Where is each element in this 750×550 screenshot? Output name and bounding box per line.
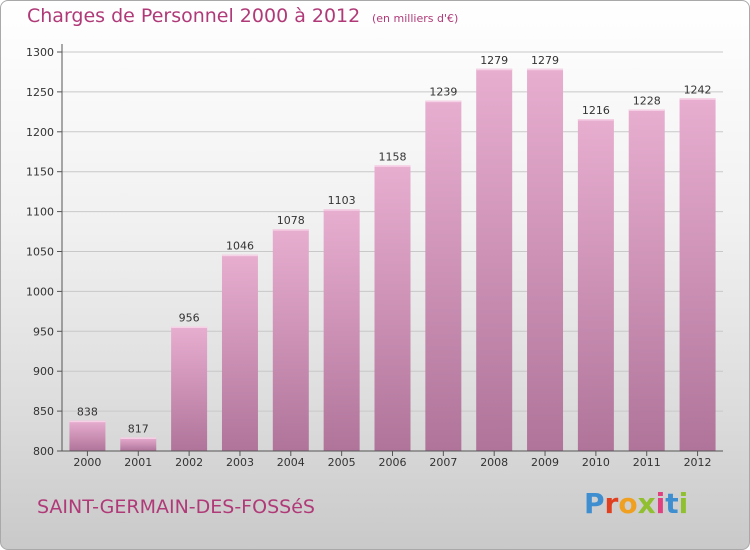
x-tick-label: 2000 — [73, 456, 101, 469]
bar-top-highlight — [272, 229, 309, 231]
bar-top-highlight — [577, 119, 614, 121]
x-tick-label: 2006 — [379, 456, 407, 469]
logo-letter: t — [665, 487, 679, 520]
y-tick-label: 1250 — [26, 86, 54, 99]
logo-letter: r — [604, 487, 619, 520]
x-tick-label: 2007 — [429, 456, 457, 469]
y-tick-label: 900 — [33, 365, 54, 378]
bar-2007 — [425, 100, 462, 451]
x-tick-label: 2012 — [684, 456, 712, 469]
chart-title: Charges de Personnel 2000 à 2012 — [27, 5, 361, 27]
y-tick-label: 850 — [33, 405, 54, 418]
chart-subtitle: (en milliers d'€) — [372, 12, 459, 25]
axes — [57, 44, 723, 456]
x-tick-label: 2009 — [531, 456, 559, 469]
y-tick-label: 1100 — [26, 206, 54, 219]
logo-letter: P — [584, 487, 605, 520]
bar-2006 — [374, 165, 411, 452]
commune-name: SAINT-GERMAIN-DES-FOSSéS — [37, 496, 315, 518]
value-label: 1103 — [328, 194, 356, 207]
y-tick-label: 800 — [33, 445, 54, 458]
proxiti-logo: Proxiti — [584, 487, 688, 520]
logo-letter: o — [618, 487, 638, 520]
bar-2003 — [221, 254, 258, 451]
value-label: 1216 — [582, 104, 610, 117]
x-tick-label: 2004 — [277, 456, 305, 469]
bar-2010 — [577, 119, 614, 452]
value-label: 1158 — [379, 150, 407, 163]
bar-top-highlight — [628, 109, 665, 111]
y-tick-label: 1000 — [26, 285, 54, 298]
x-tick-label: 2005 — [328, 456, 356, 469]
value-label: 817 — [128, 422, 149, 435]
bar-2001 — [120, 437, 157, 451]
bars — [69, 68, 716, 452]
value-label: 956 — [179, 312, 200, 325]
value-label: 1228 — [633, 94, 661, 107]
bar-top-highlight — [221, 254, 258, 257]
bar-top-highlight — [323, 209, 360, 211]
x-tick-label: 2003 — [226, 456, 254, 469]
value-label: 1279 — [531, 54, 559, 67]
bar-2002 — [171, 326, 208, 451]
bar-2000 — [69, 420, 106, 451]
bar-2008 — [476, 68, 513, 452]
bar-2005 — [323, 209, 360, 451]
value-label: 1279 — [480, 54, 508, 67]
bar-top-highlight — [527, 68, 564, 71]
bar-2009 — [527, 68, 564, 452]
bar-top-highlight — [374, 165, 411, 167]
labels: 800 850 900 950 1000 1050 1100 1150 1200 1250 1300… — [26, 46, 712, 469]
y-tick-label: 1050 — [26, 246, 54, 259]
value-label: 1046 — [226, 240, 254, 253]
x-tick-label: 2011 — [633, 456, 661, 469]
y-tick-label: 1200 — [26, 126, 54, 139]
x-tick-label: 2001 — [124, 456, 152, 469]
x-tick-label: 2010 — [582, 456, 610, 469]
value-label: 1242 — [684, 83, 712, 96]
bar-top-highlight — [69, 420, 106, 423]
y-tick-label: 1300 — [26, 46, 54, 59]
bar-2011 — [628, 109, 665, 452]
logo-letter: i — [678, 487, 689, 520]
bar-top-highlight — [120, 437, 157, 439]
value-label: 838 — [77, 406, 98, 419]
x-tick-label: 2002 — [175, 456, 203, 469]
logo-letter: x — [637, 487, 656, 520]
y-tick-label: 1150 — [26, 166, 54, 179]
bar-top-highlight — [679, 98, 716, 100]
bar-top-highlight — [425, 100, 462, 103]
value-label: 1078 — [277, 214, 305, 227]
x-tick-label: 2008 — [480, 456, 508, 469]
y-tick-label: 950 — [33, 325, 54, 338]
value-label: 1239 — [429, 86, 457, 99]
bar-top-highlight — [476, 68, 513, 71]
bar-top-highlight — [171, 326, 208, 329]
logo-letter: i — [655, 487, 666, 520]
bar-2012 — [679, 98, 716, 451]
bar-2004 — [272, 229, 309, 451]
